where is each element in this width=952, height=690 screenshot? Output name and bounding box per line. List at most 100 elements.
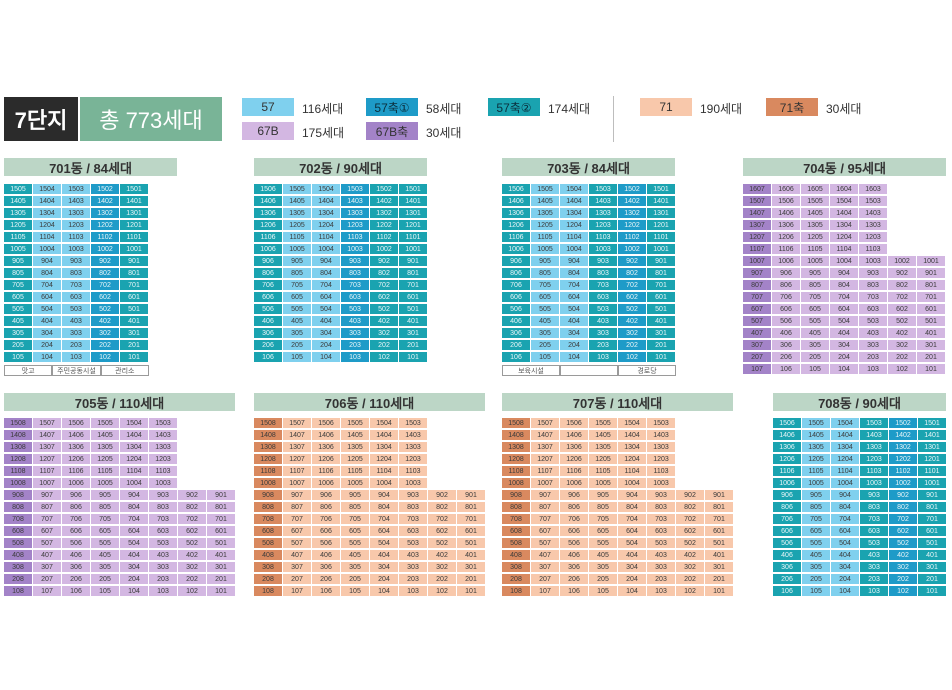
unit-cell: 608 (502, 526, 531, 537)
unit-cell: 604 (560, 292, 589, 303)
unit-cell: 503 (859, 316, 888, 327)
unit-cell: 801 (918, 502, 947, 513)
unit-cell: 604 (33, 292, 62, 303)
unit-cell: 1301 (399, 208, 428, 219)
unit-cell: 705 (341, 514, 370, 525)
unit-cell: 1504 (370, 418, 399, 429)
unit-cell: 301 (120, 328, 149, 339)
unit-cell: 1205 (91, 454, 120, 465)
unit-cell: 1006 (62, 478, 91, 489)
unit-cell: 1205 (802, 454, 831, 465)
unit-cell: 903 (859, 268, 888, 279)
unit-cell: 107 (283, 586, 312, 597)
unit-cell: 1305 (589, 442, 618, 453)
unit-cell: 301 (918, 562, 947, 573)
unit-cell: 503 (341, 304, 370, 315)
unit-cell: 1404 (618, 430, 647, 441)
legend-swatch-67Ba: 67B축 (366, 122, 418, 140)
unit-cell: 1001 (917, 256, 946, 267)
unit-cell: 1103 (860, 466, 889, 477)
unit-cell: 304 (33, 328, 62, 339)
unit-cell: 1308 (502, 442, 531, 453)
unit-cell: 1103 (341, 232, 370, 243)
unit-cell: 1202 (889, 454, 918, 465)
unit-cell: 103 (62, 352, 91, 363)
unit-cell: 108 (254, 586, 283, 597)
unit-cell: 1405 (531, 196, 560, 207)
unit-cell: 602 (178, 526, 207, 537)
unit-cell: 1001 (120, 244, 149, 255)
unit-cell: 1103 (149, 466, 178, 477)
unit-cell: 1405 (283, 196, 312, 207)
unit-cell: 404 (830, 328, 859, 339)
unit-cell: 1408 (254, 430, 283, 441)
unit-cell: 504 (831, 538, 860, 549)
unit-cell: 1407 (531, 430, 560, 441)
unit-cell: 203 (62, 340, 91, 351)
unit-cell: 402 (91, 316, 120, 327)
unit-cell: 605 (531, 292, 560, 303)
unit-cell: 405 (4, 316, 33, 327)
legend-count-57: 116세대 (302, 102, 344, 116)
unit-cell: 103 (859, 364, 888, 375)
unit-cell: 306 (254, 328, 283, 339)
unit-cell: 506 (560, 538, 589, 549)
unit-cell: 207 (531, 574, 560, 585)
unit-cell: 201 (399, 340, 428, 351)
unit-cell: 107 (33, 586, 62, 597)
unit-cell: 1403 (859, 208, 888, 219)
unit-cell: 1301 (120, 208, 149, 219)
unit-cell: 1502 (889, 418, 918, 429)
unit-cell: 1407 (33, 430, 62, 441)
unit-cell: 708 (4, 514, 33, 525)
unit-cell: 601 (120, 292, 149, 303)
unit-cell: 1405 (589, 430, 618, 441)
unit-cell: 106 (560, 586, 589, 597)
unit-cell: 1004 (831, 478, 860, 489)
unit-cell: 205 (4, 340, 33, 351)
unit-cell: 104 (618, 586, 647, 597)
unit-cell: 402 (889, 550, 918, 561)
unit-cell: 202 (428, 574, 457, 585)
unit-cell: 308 (4, 562, 33, 573)
unit-cell: 1306 (62, 442, 91, 453)
unit-cell: 101 (918, 586, 947, 597)
unit-cell: 303 (860, 562, 889, 573)
unit-cell: 905 (283, 256, 312, 267)
unit-cell: 302 (889, 562, 918, 573)
unit-cell: 1505 (4, 184, 33, 195)
unit-cell: 1003 (149, 478, 178, 489)
unit-cell: 505 (4, 304, 33, 315)
unit-cell: 804 (830, 280, 859, 291)
unit-cell: 307 (283, 562, 312, 573)
unit-cell: 802 (618, 268, 647, 279)
unit-cell: 305 (802, 562, 831, 573)
complex-label: 7단지 (4, 97, 78, 141)
unit-cell: 1506 (502, 184, 531, 195)
unit-cell: 1008 (254, 478, 283, 489)
unit-cell: 208 (254, 574, 283, 585)
unit-cell: 1108 (254, 466, 283, 477)
unit-cell: 1004 (33, 244, 62, 255)
unit-cell: 305 (801, 340, 830, 351)
unit-cell: 504 (830, 316, 859, 327)
unit-cell: 901 (917, 268, 946, 279)
unit-cell: 105 (91, 586, 120, 597)
unit-cell: 502 (428, 538, 457, 549)
unit-cell: 501 (457, 538, 486, 549)
unit-cell: 805 (341, 502, 370, 513)
unit-cell: 1304 (33, 208, 62, 219)
unit-cell: 1104 (830, 244, 859, 255)
unit-cell: 1006 (772, 256, 801, 267)
unit-cell: 1205 (531, 220, 560, 231)
unit-cell: 102 (888, 364, 917, 375)
unit-cell: 302 (428, 562, 457, 573)
legend-swatch-57a1: 57축① (366, 98, 418, 116)
unit-cell: 1304 (120, 442, 149, 453)
unit-cell: 302 (888, 340, 917, 351)
unit-cell: 204 (120, 574, 149, 585)
unit-cell: 1403 (341, 196, 370, 207)
unit-cell: 103 (860, 586, 889, 597)
unit-cell: 203 (859, 352, 888, 363)
unit-cell: 104 (370, 586, 399, 597)
